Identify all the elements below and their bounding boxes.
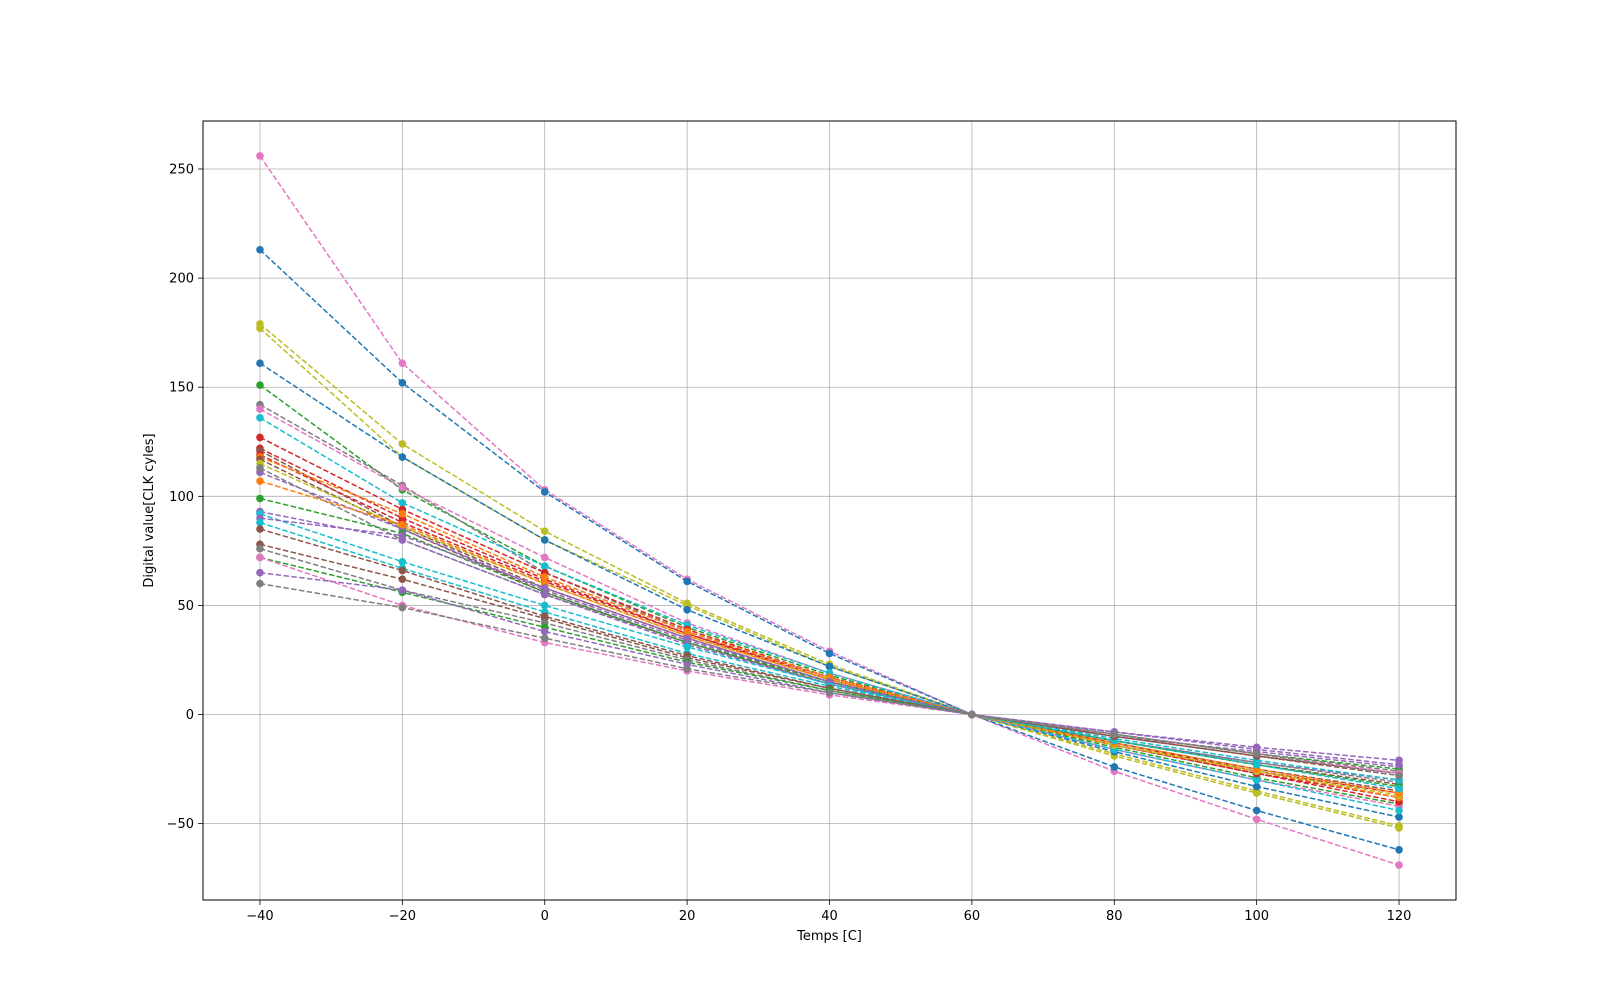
data-point <box>398 557 407 566</box>
y-tick-label: 250 <box>169 163 194 178</box>
data-point <box>1395 822 1403 830</box>
data-point <box>256 518 264 527</box>
data-point <box>1395 806 1403 815</box>
data-point <box>256 433 264 442</box>
data-point <box>256 553 264 562</box>
data-point <box>540 573 549 581</box>
y-tick-label: 50 <box>177 599 194 614</box>
x-tick-label: 40 <box>821 909 838 924</box>
ticks: −40 −20 0 20 40 60 80 100 120 −50 0 50 100 150 200 250 <box>167 163 1412 924</box>
data-point <box>256 245 264 254</box>
data-point <box>398 453 407 461</box>
data-point <box>256 494 264 503</box>
x-tick-label: −40 <box>246 909 273 924</box>
data-point <box>1395 813 1403 821</box>
data-point <box>1395 760 1403 769</box>
data-point <box>398 566 407 575</box>
x-axis-label: Temps [C] <box>796 929 862 944</box>
data-point <box>398 379 407 387</box>
data-point <box>683 664 691 673</box>
data-point <box>398 586 407 594</box>
x-tick-label: 80 <box>1106 909 1123 924</box>
data-point <box>540 536 549 544</box>
data-point <box>256 324 264 333</box>
y-axis-label: Digital value[CLK cyles] <box>142 433 157 587</box>
data-point <box>825 688 834 697</box>
data-point <box>398 483 407 492</box>
data-point <box>256 477 264 485</box>
data-point <box>398 509 407 518</box>
data-point <box>398 531 407 540</box>
data-point <box>1395 784 1403 793</box>
data-point <box>540 488 549 496</box>
series-31 <box>256 579 1403 780</box>
data-point <box>398 520 407 529</box>
data-point <box>968 710 976 719</box>
data-point <box>825 662 834 671</box>
data-point <box>1252 782 1261 791</box>
x-tick-label: 120 <box>1387 909 1412 924</box>
series-line <box>259 362 1400 818</box>
data-point <box>540 527 549 536</box>
data-point <box>398 603 407 612</box>
data-point <box>1395 846 1403 854</box>
data-point <box>1252 815 1261 824</box>
x-tick-label: −20 <box>389 909 416 924</box>
data-point <box>256 525 264 533</box>
data-point <box>256 544 264 553</box>
data-point <box>256 464 264 472</box>
x-tick-label: 20 <box>679 909 696 924</box>
grid <box>203 121 1456 900</box>
data-point <box>256 568 264 577</box>
y-tick-label: 150 <box>169 381 194 396</box>
y-tick-label: 200 <box>169 272 194 287</box>
data-point <box>540 627 549 636</box>
data-point <box>256 152 264 160</box>
data-point <box>683 634 691 642</box>
data-point <box>683 577 691 586</box>
data-point <box>540 584 549 592</box>
series-layer <box>256 152 1403 869</box>
data-point <box>683 605 691 614</box>
data-point <box>1252 776 1261 784</box>
data-point <box>1110 763 1119 771</box>
data-point <box>256 405 264 413</box>
y-tick-label: 0 <box>186 708 194 723</box>
data-point <box>256 359 264 368</box>
data-point <box>540 634 549 642</box>
data-point <box>398 440 407 448</box>
x-tick-label: 100 <box>1244 909 1269 924</box>
data-point <box>398 359 407 368</box>
data-point <box>1395 771 1403 780</box>
data-point <box>540 590 549 599</box>
x-tick-label: 60 <box>964 909 981 924</box>
series-line <box>259 571 1400 766</box>
data-point <box>683 643 691 651</box>
data-point <box>540 601 549 610</box>
data-point <box>1252 750 1261 758</box>
y-tick-label: −50 <box>167 817 194 832</box>
data-point <box>398 575 407 584</box>
data-point <box>825 649 834 658</box>
data-point <box>1395 861 1403 869</box>
data-point <box>256 579 264 588</box>
data-point <box>540 553 549 562</box>
x-tick-label: 0 <box>541 909 549 924</box>
data-point <box>256 381 264 389</box>
data-point <box>1110 730 1119 738</box>
data-point <box>1252 806 1261 815</box>
data-point <box>398 499 407 507</box>
data-point <box>540 562 549 570</box>
series-line <box>259 249 1400 851</box>
y-tick-label: 100 <box>169 490 194 505</box>
data-point <box>256 413 264 422</box>
